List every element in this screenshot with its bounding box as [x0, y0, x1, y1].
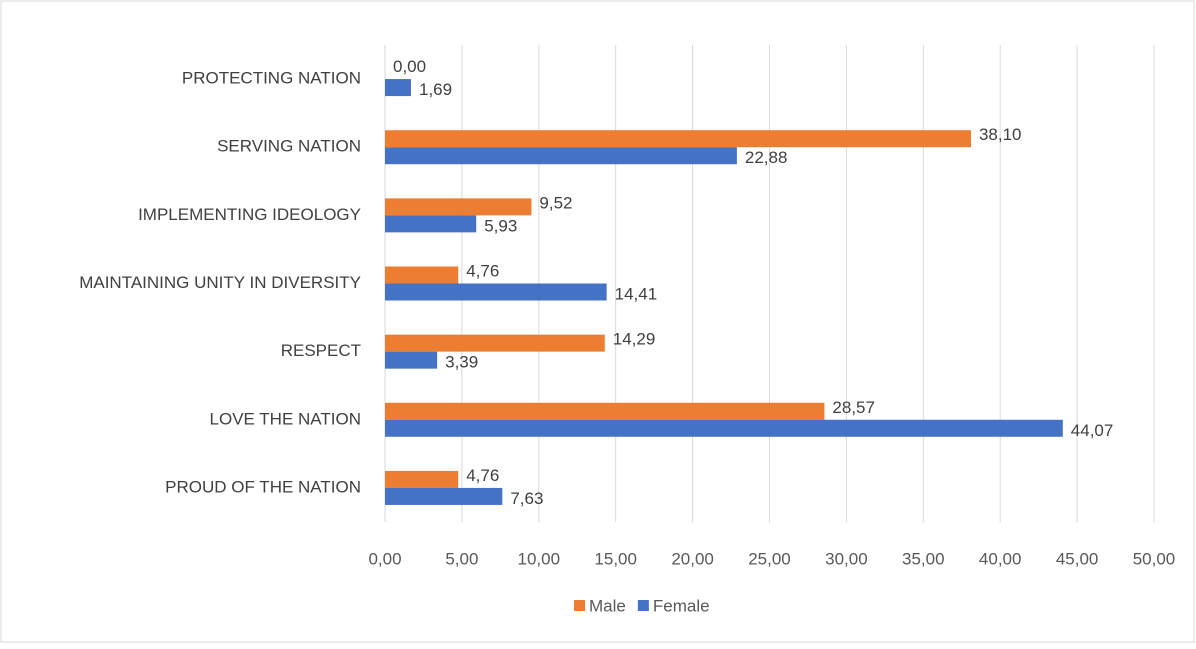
- bar: [385, 419, 1063, 437]
- x-tick-label: 45,00: [1056, 549, 1099, 568]
- bar: [385, 470, 459, 488]
- value-label: 44,07: [1071, 421, 1114, 440]
- bar: [385, 283, 607, 301]
- value-label: 1,69: [419, 80, 452, 99]
- bar: [385, 351, 438, 369]
- value-label: 4,76: [466, 466, 499, 485]
- y-tick-label: RESPECT: [281, 341, 361, 360]
- bar: [385, 334, 605, 352]
- value-label: 28,57: [832, 398, 875, 417]
- legend-swatch: [574, 600, 585, 611]
- value-label: 9,52: [539, 193, 572, 212]
- bar: [385, 198, 532, 216]
- y-tick-label: MAINTAINING UNITY IN DIVERSITY: [79, 273, 361, 292]
- y-tick-label: PROUD OF THE NATION: [165, 477, 361, 496]
- bar: [385, 147, 737, 165]
- legend-label: Male: [589, 596, 626, 615]
- value-label: 7,63: [510, 489, 543, 508]
- value-label: 4,76: [466, 261, 499, 280]
- value-label: 5,93: [484, 216, 517, 235]
- x-tick-label: 10,00: [518, 549, 561, 568]
- bar: [385, 130, 971, 148]
- value-label: 38,10: [979, 125, 1022, 144]
- value-label: 3,39: [445, 353, 478, 372]
- x-tick-label: 35,00: [902, 549, 945, 568]
- legend-swatch: [637, 600, 649, 611]
- value-label: 14,29: [613, 330, 656, 349]
- y-tick-label: IMPLEMENTING IDEOLOGY: [138, 205, 361, 224]
- x-tick-label: 25,00: [748, 549, 791, 568]
- y-tick-label: PROTECTING NATION: [182, 69, 361, 88]
- value-label: 14,41: [615, 284, 658, 303]
- bar: [385, 266, 459, 284]
- x-tick-label: 50,00: [1133, 549, 1176, 568]
- x-tick-label: 15,00: [594, 549, 637, 568]
- bar: [385, 487, 503, 505]
- legend-label: Female: [653, 596, 710, 615]
- x-tick-label: 40,00: [979, 549, 1022, 568]
- x-tick-label: 0,00: [368, 549, 401, 568]
- bar: [385, 215, 477, 233]
- value-label: 22,88: [745, 148, 788, 167]
- bar: [385, 402, 825, 420]
- x-tick-label: 20,00: [671, 549, 714, 568]
- x-tick-label: 5,00: [445, 549, 478, 568]
- value-label: 0,00: [393, 57, 426, 76]
- y-tick-label: LOVE THE NATION: [210, 409, 361, 428]
- y-tick-label: SERVING NATION: [217, 137, 361, 156]
- bar: [385, 79, 411, 97]
- x-tick-label: 30,00: [825, 549, 868, 568]
